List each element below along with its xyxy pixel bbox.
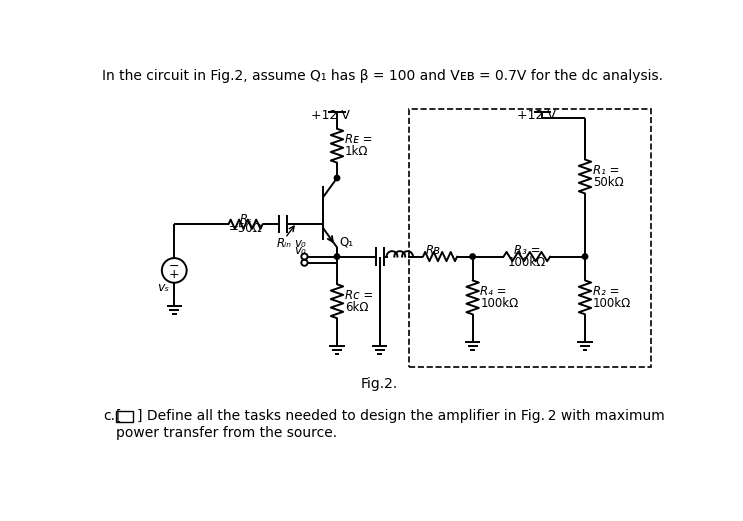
Text: R₃ =: R₃ = <box>513 244 540 257</box>
Text: Q₁: Q₁ <box>340 236 354 249</box>
Text: R₂ =: R₂ = <box>593 284 619 297</box>
Text: R₄ =: R₄ = <box>481 284 507 297</box>
Text: +: + <box>169 268 180 281</box>
Text: 50kΩ: 50kΩ <box>593 176 623 189</box>
Bar <box>409 109 651 367</box>
Text: v₀: v₀ <box>294 238 305 251</box>
Text: −: − <box>169 260 180 273</box>
Text: Rᴇ =: Rᴇ = <box>345 133 372 146</box>
Circle shape <box>470 254 476 259</box>
Text: Rᵢₙ: Rᵢₙ <box>276 237 291 250</box>
Text: 100kΩ: 100kΩ <box>507 256 546 269</box>
Circle shape <box>334 176 340 181</box>
Text: +12 V: +12 V <box>311 109 350 122</box>
Text: c.: c. <box>104 409 116 423</box>
Circle shape <box>583 254 588 259</box>
Text: v₀: v₀ <box>294 243 305 256</box>
Text: 1kΩ: 1kΩ <box>345 145 369 158</box>
Text: [: [ <box>115 409 121 423</box>
Text: 100kΩ: 100kΩ <box>481 297 519 310</box>
Text: +12 V: +12 V <box>516 109 556 122</box>
Text: Fig.2.: Fig.2. <box>361 377 398 391</box>
Text: =50Ω: =50Ω <box>229 222 262 235</box>
Text: R₁ =: R₁ = <box>593 164 619 177</box>
Text: ] Define all the tasks needed to design the amplifier in Fig. 2 with maximum: ] Define all the tasks needed to design … <box>137 409 665 423</box>
Bar <box>116 412 133 422</box>
Text: Rᴄ =: Rᴄ = <box>345 289 373 302</box>
Circle shape <box>334 254 340 259</box>
Text: vₛ: vₛ <box>158 281 169 294</box>
Text: In the circuit in Fig.2, assume Q₁ has β = 100 and Vᴇʙ = 0.7V for the dc analysi: In the circuit in Fig.2, assume Q₁ has β… <box>103 69 663 83</box>
Text: Rʙ: Rʙ <box>426 244 441 257</box>
Text: Rₛ: Rₛ <box>239 214 252 227</box>
Text: 6kΩ: 6kΩ <box>345 301 369 314</box>
Text: power transfer from the source.: power transfer from the source. <box>116 426 337 440</box>
Text: 100kΩ: 100kΩ <box>593 297 631 310</box>
